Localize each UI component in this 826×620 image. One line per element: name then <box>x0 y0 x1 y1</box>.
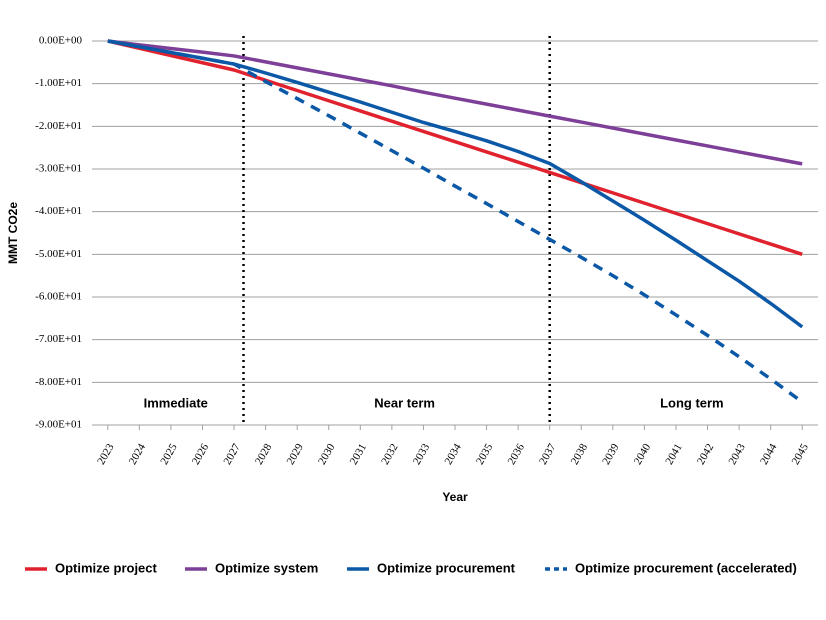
legend-label: Optimize procurement <box>377 560 516 575</box>
x-tick-label: 2025 <box>158 441 180 466</box>
x-tick-label: 2038 <box>569 441 591 466</box>
x-tick-label: 2024 <box>127 441 149 466</box>
period-label: Long term <box>660 395 724 410</box>
legend-label: Optimize procurement (accelerated) <box>575 560 797 575</box>
y-tick-label: -3.00E+01 <box>35 163 82 175</box>
x-tick-label: 2040 <box>632 441 654 466</box>
y-tick-label: -6.00E+01 <box>35 291 82 303</box>
x-tick-label: 2037 <box>537 441 559 466</box>
legend-label: Optimize project <box>55 560 158 575</box>
y-tick-label: -8.00E+01 <box>35 376 82 388</box>
x-tick-label: 2043 <box>726 441 748 466</box>
x-tick-label: 2026 <box>190 441 212 466</box>
y-axis-title: MMT CO2e <box>6 202 20 264</box>
x-tick-label: 2036 <box>506 441 528 466</box>
x-tick-label: 2031 <box>348 442 369 467</box>
y-tick-label: -5.00E+01 <box>35 248 82 260</box>
y-tick-label: -4.00E+01 <box>35 205 82 217</box>
x-tick-label: 2044 <box>758 441 780 466</box>
y-tick-label: -7.00E+01 <box>35 333 82 345</box>
x-tick-label: 2039 <box>600 441 622 466</box>
y-tick-label: -1.00E+01 <box>35 77 82 89</box>
x-tick-label: 2045 <box>790 441 812 466</box>
x-tick-label: 2034 <box>442 441 464 466</box>
x-tick-label: 2041 <box>663 442 684 467</box>
series-line <box>107 39 804 404</box>
y-tick-label: -2.00E+01 <box>35 120 82 132</box>
x-tick-label: 2042 <box>695 442 716 467</box>
period-label: Immediate <box>144 395 208 410</box>
x-tick-label: 2029 <box>285 441 307 466</box>
x-tick-label: 2027 <box>221 441 243 466</box>
x-tick-label: 2032 <box>379 442 400 467</box>
y-tick-label: 0.00E+00 <box>39 35 83 47</box>
x-axis-title: Year <box>442 490 468 504</box>
x-tick-label: 2028 <box>253 441 275 466</box>
series-line <box>107 39 803 166</box>
x-tick-label: 2033 <box>411 441 433 466</box>
x-tick-label: 2030 <box>316 441 338 466</box>
x-tick-label: 2035 <box>474 441 496 466</box>
x-tick-label: 2023 <box>95 441 117 466</box>
period-label: Near term <box>374 395 435 410</box>
series-line <box>107 39 803 256</box>
legend-label: Optimize system <box>215 560 318 575</box>
y-tick-label: -9.00E+01 <box>35 419 82 431</box>
